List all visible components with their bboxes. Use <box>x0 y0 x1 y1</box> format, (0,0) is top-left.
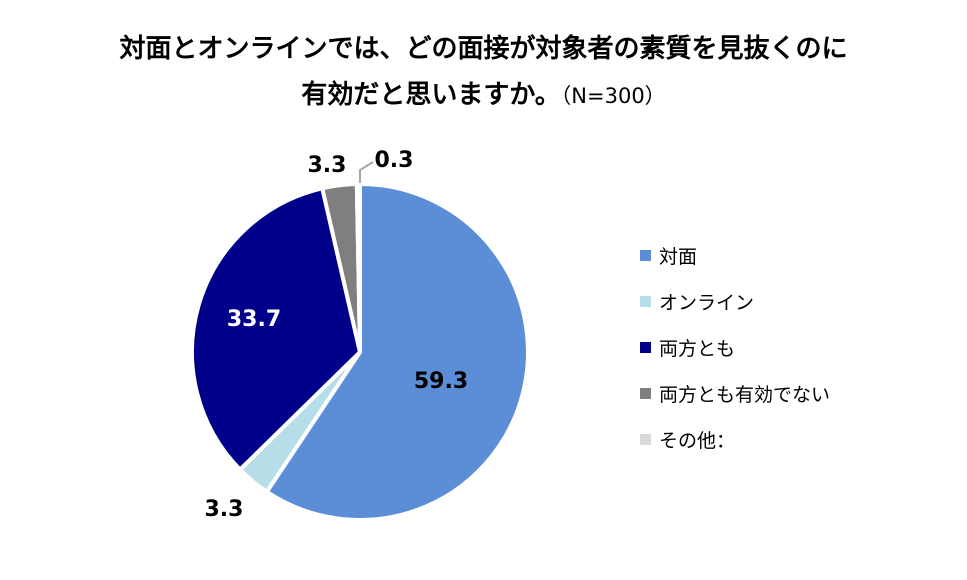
legend-label: 両方とも <box>659 337 736 360</box>
legend-swatch <box>640 387 651 399</box>
data-label-other: 0.3 <box>375 148 414 173</box>
chart-legend: 対面 オンライン 両方とも 両方とも有効でない その他： <box>640 232 830 462</box>
data-label-both: 33.7 <box>227 307 281 332</box>
leader-line-other <box>359 161 374 183</box>
pie-slice-both <box>190 186 362 472</box>
chart-title-line2: 有効だと思いますか。（N=300） <box>0 72 967 119</box>
chart-title-line1: 対面とオンラインでは、どの面接が対象者の素質を見抜くのに <box>119 34 848 64</box>
legend-swatch <box>640 249 651 261</box>
legend-item-both: 両方とも <box>640 324 830 370</box>
legend-label: オンライン <box>659 291 755 314</box>
chart-title: 対面とオンラインでは、どの面接が対象者の素質を見抜くのに 有効だと思いますか。（… <box>0 26 967 119</box>
data-label-taimen: 59.3 <box>414 369 468 394</box>
legend-swatch <box>640 341 651 353</box>
legend-item-online: オンライン <box>640 278 830 324</box>
legend-item-other: その他： <box>640 416 830 462</box>
legend-label: 対面 <box>659 245 698 268</box>
legend-swatch <box>640 433 651 445</box>
sample-size-label: （N=300） <box>560 84 666 108</box>
chart-title-line2-text: 有効だと思いますか。 <box>301 80 561 110</box>
legend-label: 両方とも有効でない <box>659 383 831 406</box>
data-label-neither: 3.3 <box>308 153 347 178</box>
legend-item-taimen: 対面 <box>640 232 830 278</box>
legend-label: その他： <box>659 429 736 452</box>
legend-item-neither: 両方とも有効でない <box>640 370 830 416</box>
pie-slice-other <box>354 182 362 354</box>
data-label-online: 3.3 <box>205 497 244 522</box>
pie-slice-taimen <box>264 182 530 522</box>
legend-swatch <box>640 295 651 307</box>
